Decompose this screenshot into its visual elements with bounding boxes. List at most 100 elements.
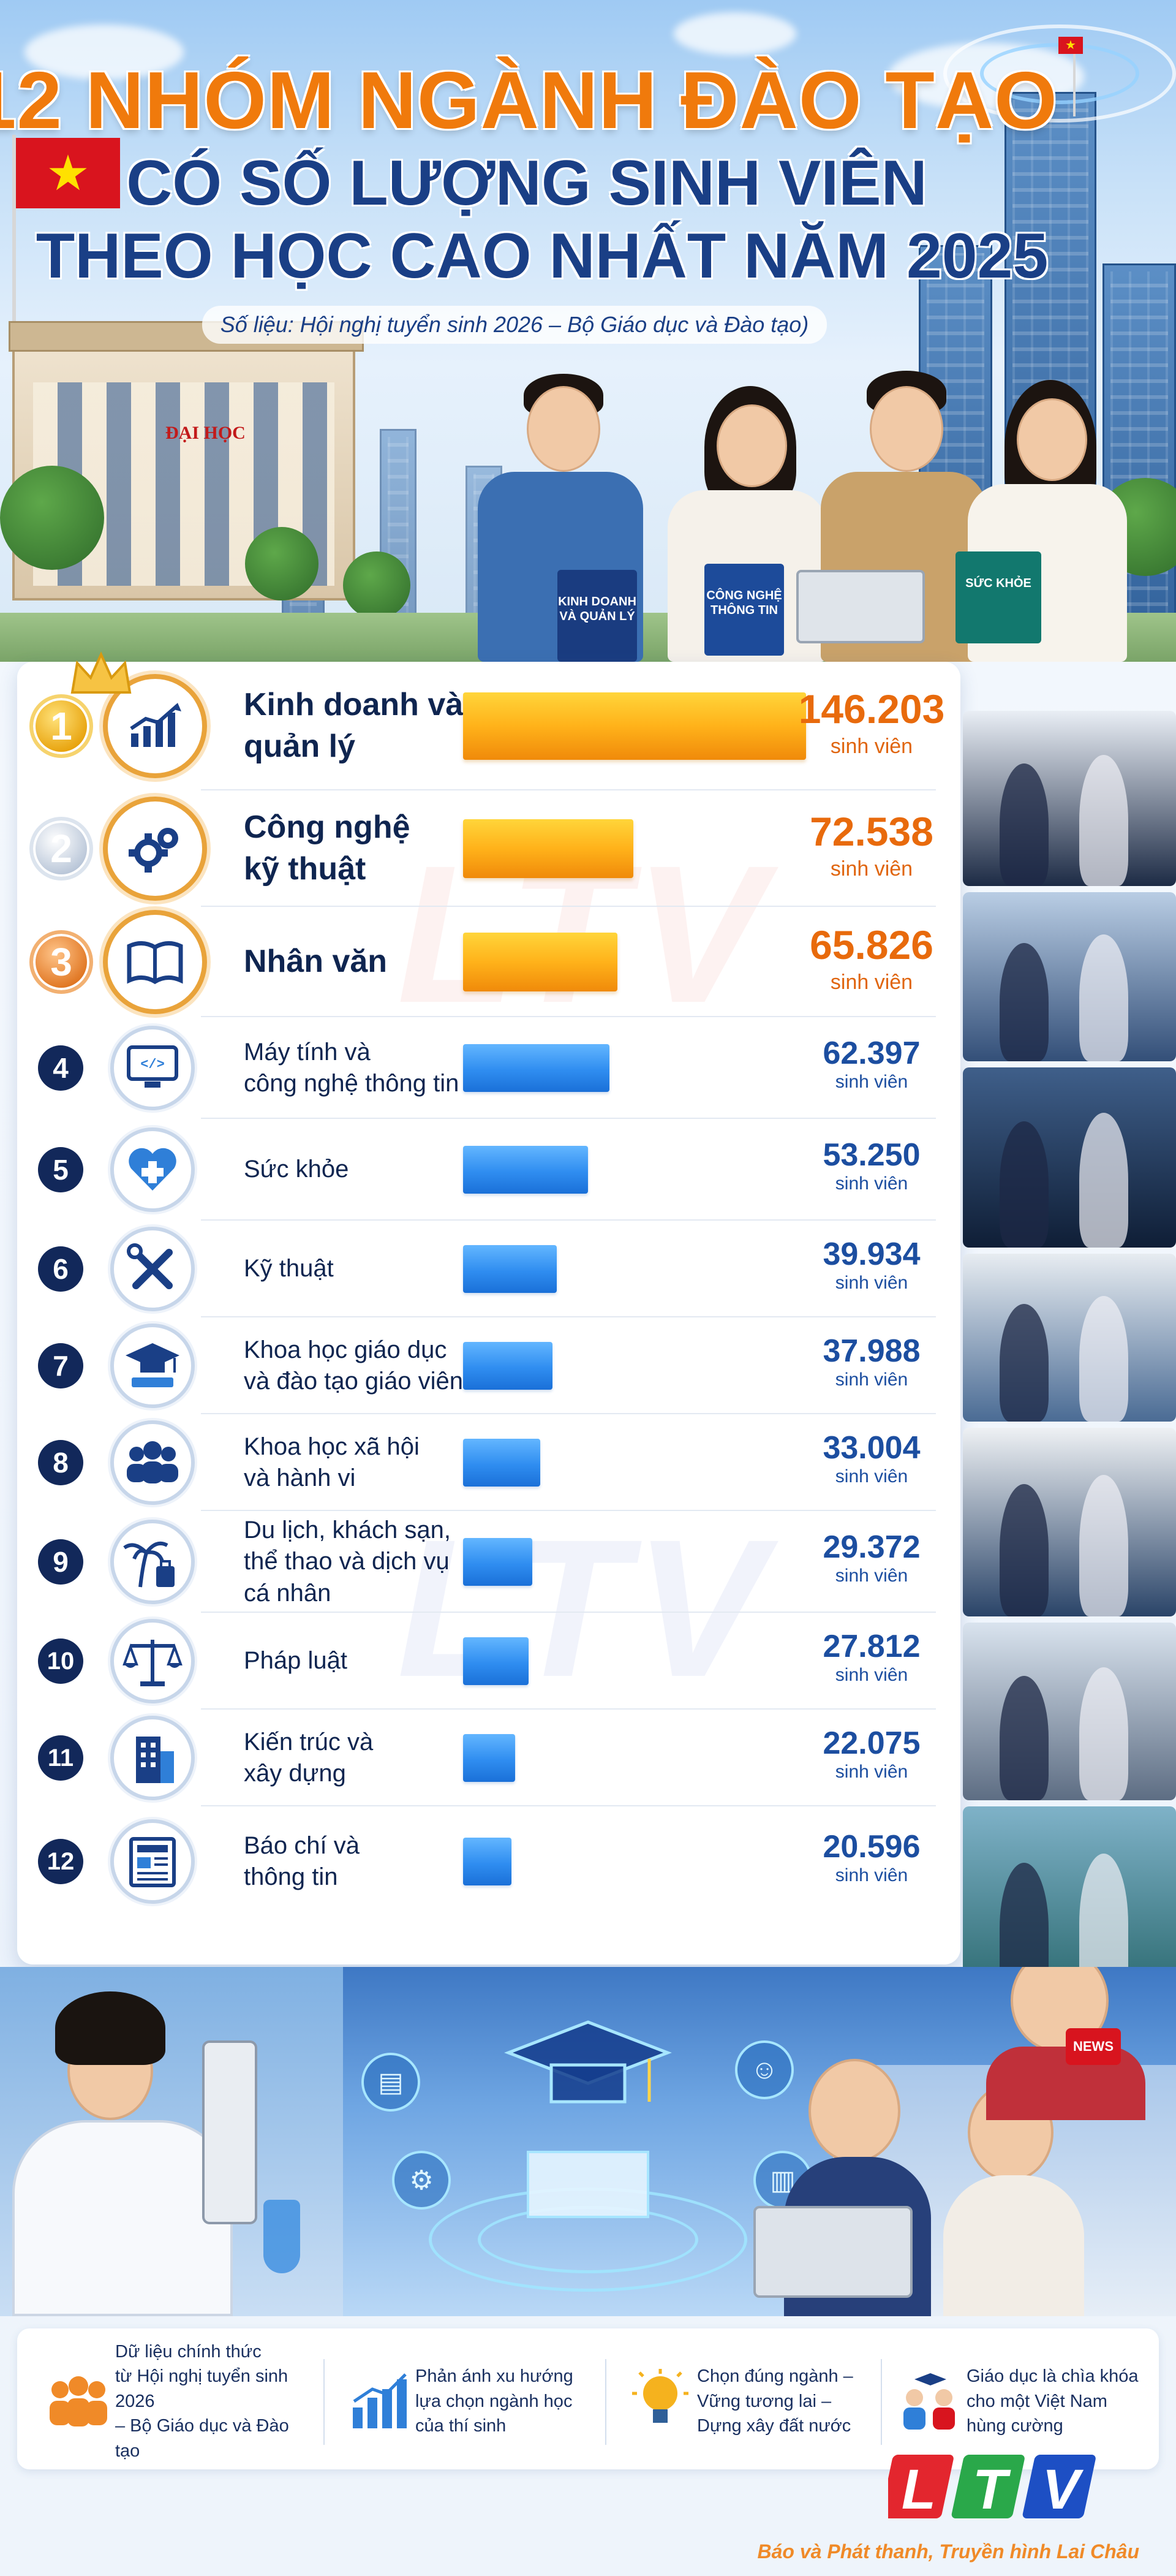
feature-line: cho một Việt Nam (967, 2391, 1107, 2411)
value-label: 22.075 (823, 1726, 921, 1761)
category-label-line: quản lý (244, 729, 356, 764)
tools-icon (110, 1227, 195, 1311)
rank-badge: 6 (38, 1246, 83, 1292)
row-divider (201, 1219, 936, 1221)
unit-label: sinh viên (835, 1762, 908, 1782)
tree (0, 466, 104, 570)
rank-badge: 11 (38, 1735, 83, 1781)
feature-line: hùng cường (967, 2416, 1063, 2436)
bar (463, 1734, 515, 1782)
table-row: 6 Kỹ thuật 39.934 sinh viên (17, 1221, 960, 1317)
feature-line: Dựng xây đất nước (697, 2416, 851, 2436)
microscope (202, 2040, 257, 2224)
photo-person (1079, 1667, 1128, 1800)
table-row: 4 </> Máy tính và công nghệ thông tin 62.397… (17, 1017, 960, 1119)
feature-line: lựa chọn ngành học (415, 2391, 573, 2411)
row-divider (201, 1118, 936, 1119)
value-label: 33.004 (823, 1430, 921, 1466)
student-body (943, 2175, 1084, 2316)
row-divider (201, 906, 936, 907)
category-label-line: Nhân văn (244, 944, 388, 980)
credit-line: Báo và Phát thanh, Truyền hình Lai Châu (757, 2540, 1139, 2563)
photo-person (1000, 763, 1049, 886)
microphone-flag: NEWS (1066, 2028, 1121, 2065)
title-line-3: THEO HỌC CAO NHẤT NĂM 2025 (36, 221, 1049, 292)
category-label: Kỹ thuật (244, 1221, 334, 1317)
flask (263, 2200, 300, 2273)
people-icon (42, 2368, 115, 2435)
photo-thumbnail (963, 892, 1176, 1061)
tree (343, 551, 410, 619)
bar (463, 933, 617, 991)
book-health: SỨC KHỎE (956, 551, 1041, 643)
category-label-line: thể thao và dịch vụ (244, 1548, 450, 1575)
table-row: 3 Nhân văn 65.826 sinh viên (17, 907, 960, 1017)
feature-line: Vững tương lai – (697, 2391, 832, 2411)
lightbulb-icon (624, 2368, 697, 2435)
tree (245, 527, 318, 600)
feature-line: Giáo dục là chìa khóa (967, 2366, 1139, 2387)
rank-badge: 9 (38, 1539, 83, 1585)
ltv-logo: L T V (888, 2455, 1096, 2521)
table-row: 12 Báo chí và thông tin 20.596 sinh viên (17, 1806, 960, 1917)
rank-badge: 2 (29, 817, 93, 881)
logo-letter: L (902, 2458, 936, 2521)
divider (881, 2359, 882, 2445)
feature-line: từ Hội nghị tuyển sinh 2026 (115, 2366, 288, 2411)
rank-badge: 5 (38, 1147, 83, 1192)
photo-person (1000, 1484, 1049, 1616)
graduation-cap-icon (110, 1324, 195, 1408)
category-label: Báo chí và thông tin (244, 1806, 360, 1917)
unit-label: sinh viên (835, 1865, 908, 1885)
feature-text: Chọn đúng ngành – Vững tương lai – Dựng xâ… (697, 2364, 881, 2439)
row-divider (201, 789, 936, 790)
photo-person (1000, 1676, 1049, 1800)
vietnam-flag: ★ (1058, 37, 1083, 54)
value-label: 39.934 (823, 1237, 921, 1272)
photo-thumbnail (963, 1067, 1176, 1248)
value-label: 53.250 (823, 1137, 921, 1173)
feature-item-2: Phản ánh xu hướng lựa chọn ngành học của t… (342, 2349, 599, 2453)
gear-hologram-icon: ⚙ (392, 2151, 451, 2210)
category-label-line: công nghệ thông tin (244, 1070, 459, 1097)
unit-label: sinh viên (835, 1273, 908, 1293)
row-divider (201, 1016, 936, 1017)
people-group-icon (110, 1420, 195, 1505)
category-label: Nhân văn (244, 907, 387, 1017)
laptop (796, 570, 925, 643)
photo-person (1000, 942, 1049, 1061)
category-label: Công nghệ kỹ thuật (244, 790, 410, 907)
category-label: Máy tính và công nghệ thông tin (244, 1017, 459, 1119)
unit-label: sinh viên (835, 1566, 908, 1586)
bar (463, 1538, 532, 1586)
bar (463, 1146, 588, 1194)
feature-strip: Dữ liệu chính thức từ Hội nghị tuyển sinh… (17, 2328, 1159, 2469)
category-label-line: Công nghệ (244, 809, 410, 846)
category-label-line: Sức khỏe (244, 1156, 349, 1183)
rank-badge: 3 (29, 930, 93, 994)
row-divider (201, 1805, 936, 1806)
unit-label: sinh viên (830, 857, 913, 881)
category-label: Sức khỏe (244, 1119, 349, 1221)
table-row: 2 Công nghệ kỹ thuật 72.538 sinh viên (17, 790, 960, 907)
value-label: 29.372 (823, 1529, 921, 1565)
category-label: Kiến trúc và xây dựng (244, 1710, 373, 1806)
book-business: KINH DOANH VÀ QUẢN LÝ (557, 570, 637, 662)
flag-pole (12, 135, 16, 392)
photo-thumbnail (963, 1428, 1176, 1616)
value-label: 146.203 (798, 686, 945, 732)
source-note: Số liệu: Hội nghị tuyển sinh 2026 – Bộ G… (202, 305, 827, 344)
open-book-icon (103, 910, 207, 1014)
photo-thumbnail (963, 1254, 1176, 1422)
category-label: Khoa học xã hội và hành vi (244, 1414, 420, 1511)
feature-item-4: Giáo dục là chìa khóa cho một Việt Nam hùn… (893, 2349, 1150, 2453)
photo-thumbnail (963, 1623, 1176, 1800)
photo-thumbnail (963, 711, 1176, 886)
divider (605, 2359, 606, 2445)
category-label-line: Khoa học giáo dục (244, 1336, 447, 1363)
photo-person (1079, 934, 1128, 1061)
table-row: 9 Du lịch, khách sạn, thể thao và dịch vụ c… (17, 1511, 960, 1613)
bar (463, 692, 806, 760)
photo-person (1000, 1304, 1049, 1422)
